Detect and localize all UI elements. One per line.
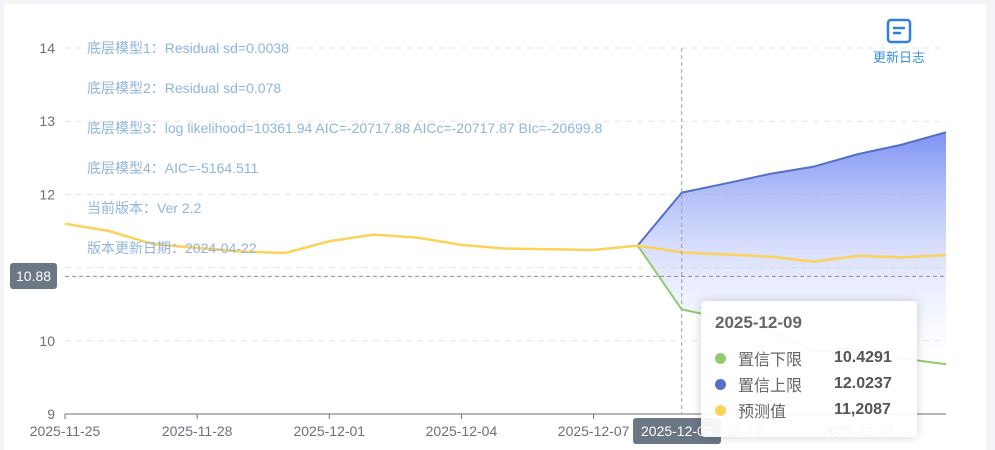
tooltip-title: 2025-12-09	[715, 313, 802, 332]
series-line-upper	[636, 131, 947, 247]
legend-dot-lower	[715, 352, 726, 364]
info-version: 当前版本：Ver 2.2	[87, 200, 202, 216]
tooltip-value: 11,2087	[834, 401, 891, 418]
info-model-1: 底层模型1：Residual sd=0.0038	[87, 40, 289, 56]
document-icon	[886, 18, 912, 44]
y-tick-label: 9	[47, 406, 55, 422]
tooltip-name: 预测值	[738, 404, 787, 421]
tooltip: 2025-12-09 置信下限 10.4291 置信上限 12.0237 预测值…	[701, 301, 917, 437]
y-tick-label: 13	[39, 113, 55, 129]
series-line-forecast	[64, 222, 947, 263]
y-tick-label: 12	[39, 186, 55, 202]
x-tick-label: 2025-12-04	[426, 423, 498, 439]
legend-dot-upper	[715, 378, 726, 390]
info-model-2: 底层模型2：Residual sd=0.078	[87, 80, 282, 96]
legend-dot-forecast	[715, 404, 726, 416]
x-tick-label: 2025-11-25	[30, 423, 101, 439]
y-tick-label: 14	[39, 40, 55, 56]
x-tick-label: 2025-12-07	[558, 423, 630, 439]
info-update-date: 版本更新日期：2024-04-22	[87, 240, 257, 256]
tooltip-row-forecast: 预测值 11,2087	[715, 397, 903, 423]
info-model-4: 底层模型4：AIC=-5164.511	[87, 160, 259, 176]
tooltip-value: 10.4291	[834, 349, 892, 366]
model-info: 底层模型1：Residual sd=0.0038 底层模型2：Residual …	[87, 38, 602, 278]
tooltip-row-upper: 置信上限 12.0237	[715, 371, 903, 397]
tooltip-value: 12.0237	[834, 375, 892, 392]
y-axis-pointer-label: 10.88	[10, 263, 58, 289]
changelog-label: 更新日志	[872, 50, 925, 65]
tooltip-name: 置信上限	[738, 378, 803, 395]
tooltip-row-lower: 置信下限 10.4291	[715, 345, 903, 371]
y-tick-label: 10	[39, 333, 55, 349]
x-tick-label: 2025-11-28	[162, 423, 233, 439]
changelog-button[interactable]: 更新日志	[862, 18, 936, 66]
tooltip-name: 置信下限	[738, 352, 803, 369]
x-tick-label: 2025-12-01	[293, 423, 365, 439]
info-model-3: 底层模型3：log likelihood=10361.94 AIC=-20717…	[87, 120, 603, 136]
